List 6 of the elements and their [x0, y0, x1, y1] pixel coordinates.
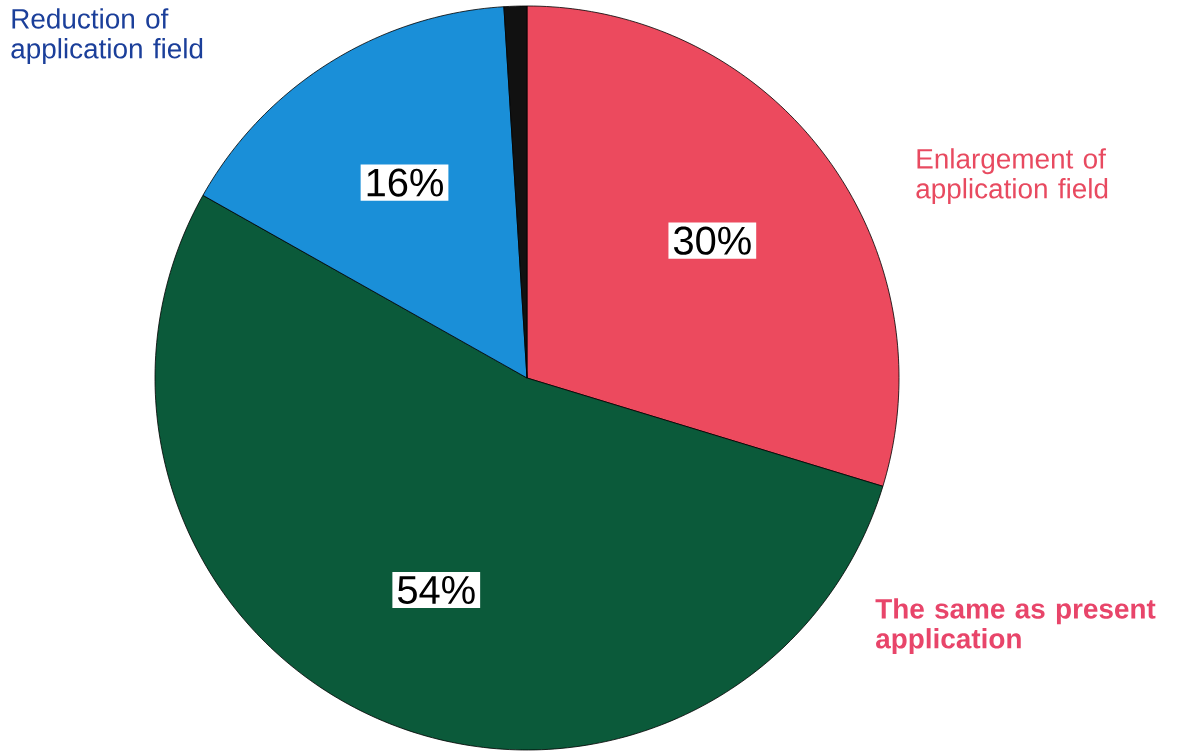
slice-label: Reduction of application field — [11, 8, 203, 65]
data-label: 30% — [673, 226, 751, 255]
slice-label: Enlargement of application field — [916, 148, 1108, 205]
data-label: 16% — [367, 168, 443, 197]
data-label: 54% — [397, 576, 475, 605]
slice-label: The same as present application — [875, 598, 1156, 655]
